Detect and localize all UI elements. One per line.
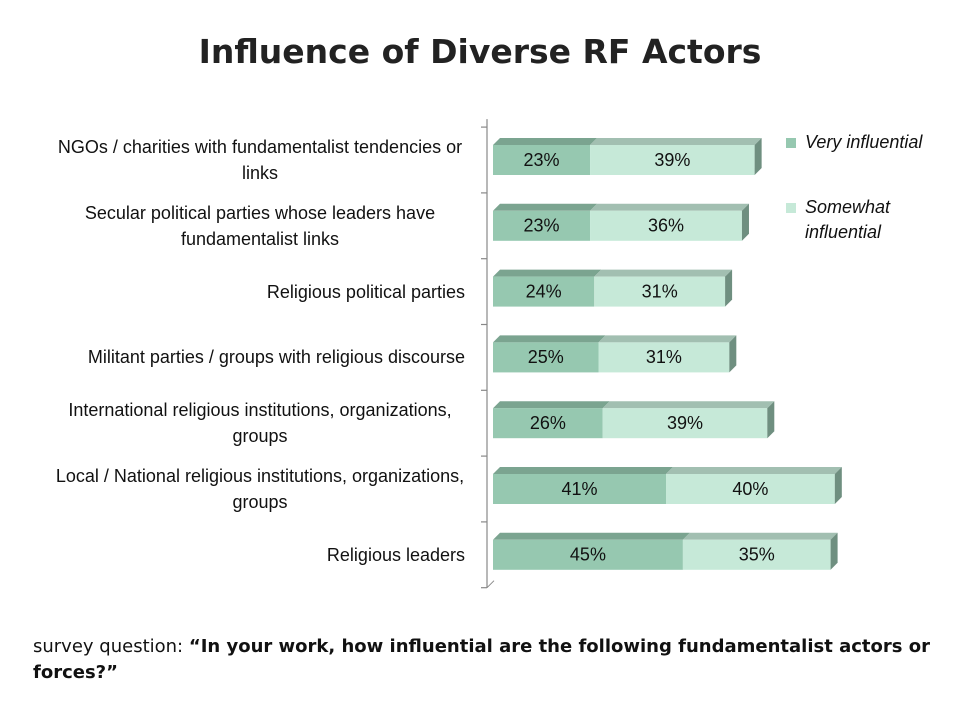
- category-label-text: International religious institutions, or…: [68, 400, 452, 447]
- category-label-text: Secular political parties whose leaders …: [84, 202, 436, 249]
- legend-entry: Somewhat influential: [805, 195, 935, 245]
- bar-side: [754, 138, 762, 175]
- category-label: Religious leaders: [25, 542, 465, 568]
- bar-top: [493, 467, 674, 474]
- note-label: survey question:: [33, 636, 184, 657]
- data-label: 39%: [654, 150, 690, 170]
- legend-entry-text: Very influential: [805, 132, 923, 152]
- bar-top: [493, 269, 602, 277]
- bar-front: [493, 210, 591, 241]
- bar-front: [682, 539, 831, 570]
- bar-segment: [493, 269, 602, 307]
- data-label: 23%: [524, 216, 560, 236]
- data-label: 35%: [739, 545, 775, 565]
- category-label: Religious political parties: [25, 279, 465, 305]
- category-label-text: Religious leaders: [326, 544, 465, 565]
- bar-segment: [602, 401, 775, 439]
- note-quote: “In your work, how influential are the f…: [33, 636, 930, 683]
- bar-front: [666, 474, 835, 504]
- data-label: 39%: [667, 413, 703, 433]
- bar-front: [594, 276, 726, 307]
- bar-top: [666, 467, 842, 474]
- bar-side: [729, 335, 737, 373]
- category-label: Militant parties / groups with religious…: [25, 344, 465, 370]
- category-label: Secular political parties whose leaders …: [25, 200, 465, 252]
- bar-front: [493, 145, 591, 175]
- bar-front: [590, 210, 742, 241]
- bar-top: [590, 138, 762, 145]
- bar-front: [493, 408, 603, 439]
- bar-front: [598, 342, 730, 373]
- category-label: Local / National religious institutions,…: [25, 463, 465, 515]
- bar-top: [594, 269, 733, 277]
- category-label: International religious institutions, or…: [25, 397, 465, 449]
- bar-front: [602, 408, 768, 439]
- bar-side: [767, 401, 775, 439]
- bar-top: [493, 532, 690, 540]
- bar-side: [834, 467, 842, 504]
- legend-entry: Very influential: [805, 130, 935, 155]
- bar-segment: [590, 203, 749, 241]
- chart-title: Influence of Diverse RF Actors: [198, 32, 762, 71]
- bar-segment: [666, 467, 842, 504]
- data-label: 41%: [561, 479, 597, 499]
- bar-top: [682, 532, 838, 540]
- axis-depth: [486, 580, 495, 589]
- survey-note: survey question: “In your work, how infl…: [33, 634, 933, 686]
- data-label: 31%: [646, 347, 682, 367]
- bar-top: [493, 138, 598, 145]
- bar-segment: [493, 401, 610, 439]
- data-label: 31%: [642, 281, 678, 301]
- bar-front: [493, 474, 667, 504]
- data-label: 24%: [526, 281, 562, 301]
- bar-front: [493, 539, 683, 570]
- bar-segment: [590, 138, 762, 175]
- category-label-text: Militant parties / groups with religious…: [87, 347, 465, 368]
- data-label: 40%: [732, 479, 768, 499]
- bar-segment: [493, 467, 674, 504]
- bar-segment: [493, 532, 690, 570]
- category-label-text: Religious political parties: [266, 281, 465, 302]
- legend-entry-text: Somewhat influential: [805, 197, 891, 242]
- bar-side: [725, 269, 733, 307]
- bar-side: [830, 532, 838, 570]
- bar-top: [602, 401, 775, 409]
- data-label: 36%: [648, 216, 684, 236]
- data-label: 26%: [530, 413, 566, 433]
- data-label: 45%: [570, 545, 606, 565]
- bar-front: [493, 276, 595, 307]
- data-label: 23%: [524, 150, 560, 170]
- category-label-text: NGOs / charities with fundamentalist ten…: [57, 137, 463, 183]
- bar-top: [598, 335, 737, 343]
- category-label: NGOs / charities with fundamentalist ten…: [25, 134, 465, 186]
- bar-segment: [594, 269, 733, 307]
- bar-front: [493, 342, 599, 373]
- bar-front: [590, 145, 755, 175]
- legend-swatch: [786, 203, 796, 213]
- data-label: 25%: [528, 347, 564, 367]
- bar-segment: [493, 335, 606, 373]
- legend-swatch: [786, 138, 796, 148]
- bar-side: [741, 203, 749, 241]
- bar-top: [493, 203, 598, 211]
- bar-segment: [493, 138, 598, 175]
- bar-segment: [682, 532, 838, 570]
- bar-top: [590, 203, 749, 211]
- bar-segment: [598, 335, 737, 373]
- bar-segment: [493, 203, 598, 241]
- bar-top: [493, 335, 606, 343]
- category-label-text: Local / National religious institutions,…: [55, 466, 465, 512]
- bar-top: [493, 401, 610, 409]
